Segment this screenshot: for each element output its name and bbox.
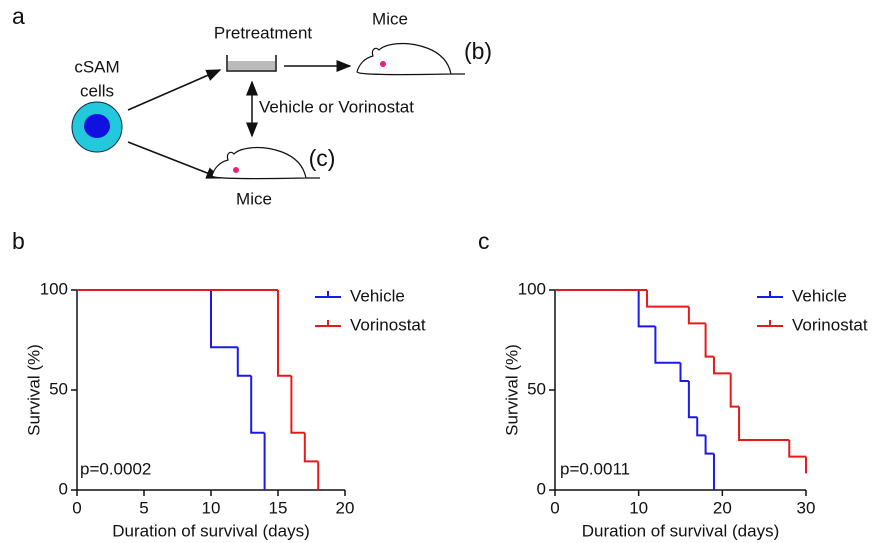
- arrow: [127, 141, 222, 179]
- dish-medium: [228, 61, 275, 70]
- panel-label: a: [12, 3, 25, 29]
- survival-step: [729, 373, 740, 408]
- nucleus: [84, 114, 110, 138]
- survival-step: [687, 306, 706, 325]
- mouse: [356, 42, 465, 76]
- y-axis-label: Survival (%): [24, 344, 43, 436]
- x-tick-label: 10: [629, 498, 648, 517]
- survival-step: [696, 417, 706, 437]
- x-tick-label: 20: [713, 498, 732, 517]
- y-tick-label: 100: [40, 279, 68, 298]
- legend-label: Vehicle: [792, 286, 847, 305]
- dish: [226, 55, 277, 72]
- survival-step: [303, 432, 319, 463]
- x-tick-label: 20: [336, 498, 355, 517]
- treatment-label: Vehicle or Vorinostat: [259, 97, 414, 116]
- y-tick-label: 50: [527, 379, 546, 398]
- survival-step: [687, 381, 698, 419]
- legend-label: Vorinostat: [350, 315, 426, 334]
- legend-label: Vorinostat: [792, 315, 868, 334]
- legend-label: Vehicle: [350, 286, 405, 305]
- survival-step: [654, 326, 681, 364]
- x-tick-label: 10: [202, 498, 221, 517]
- survival-step: [646, 290, 689, 308]
- arrow: [127, 69, 222, 111]
- y-tick-label: 0: [59, 479, 68, 498]
- survival-step: [250, 375, 265, 434]
- survival-step: [738, 406, 790, 441]
- x-tick-label: 0: [550, 498, 559, 517]
- survival-step: [704, 323, 714, 358]
- y-tick-label: 0: [537, 479, 546, 498]
- x-tick-label: 0: [72, 498, 81, 517]
- x-tick-label: 30: [797, 498, 816, 517]
- survival-step: [679, 362, 689, 382]
- ref-label: (c): [309, 145, 336, 171]
- survival-step: [236, 347, 252, 377]
- y-axis-label: Survival (%): [502, 344, 521, 436]
- x-axis-label: Duration of survival (days): [112, 521, 309, 540]
- y-tick-label: 100: [518, 279, 546, 298]
- panel-label: c: [478, 228, 490, 254]
- survival-step: [210, 290, 238, 349]
- cells-label: cells: [80, 81, 114, 100]
- x-axis-label: Duration of survival (days): [582, 521, 779, 540]
- survival-step: [637, 290, 656, 328]
- annotation: p=0.0011: [560, 459, 630, 478]
- survival-step: [712, 356, 731, 375]
- diagram: a cSAM cells Pretreatment Vehicle or Vor…: [12, 3, 492, 208]
- survival-step: [704, 435, 714, 455]
- y-tick-label: 50: [49, 379, 68, 398]
- survival-step: [788, 440, 806, 458]
- mice-label: Mice: [372, 9, 408, 28]
- annotation: p=0.0002: [80, 459, 151, 478]
- ref-label: (b): [464, 38, 492, 64]
- mice-label: Mice: [236, 189, 272, 208]
- x-tick-label: 5: [139, 498, 148, 517]
- x-tick-label: 15: [269, 498, 288, 517]
- mouse: [211, 146, 320, 180]
- survival-step: [277, 290, 292, 377]
- pretreatment-label: Pretreatment: [214, 23, 313, 42]
- cells-label: cSAM: [74, 57, 119, 76]
- panel-label: b: [12, 228, 25, 254]
- survival-step: [290, 375, 305, 434]
